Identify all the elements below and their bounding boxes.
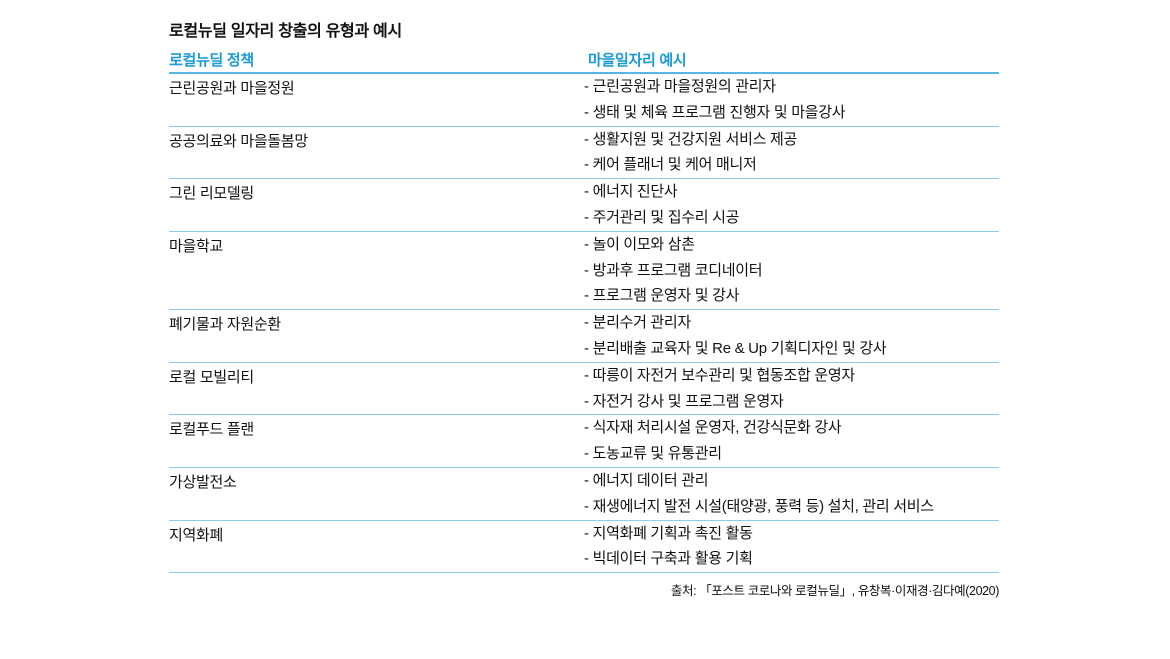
example-item: - 분리수거 관리자 <box>584 314 691 332</box>
example-item: - 도농교류 및 유통관리 <box>584 445 722 463</box>
example-item: - 주거관리 및 집수리 시공 <box>584 208 740 226</box>
examples-cell: - 따릉이 자전거 보수관리 및 협동조합 운영자 - 자전거 강사 및 프로그램… <box>584 363 999 415</box>
source-note: 출처: 「포스트 코로나와 로컬뉴딜」, 유창복·이재경·김다예(2020) <box>670 584 1000 598</box>
table-row: 공공의료와 마을돌봄망 - 생활지원 및 건강지원 서비스 제공 - 케어 플래너 … <box>169 127 999 180</box>
example-item: - 따릉이 자전거 보수관리 및 협동조합 운영자 <box>584 366 855 384</box>
example-item: - 방과후 프로그램 코디네이터 <box>584 261 763 279</box>
table-header: 로컬뉴딜 정책 마을일자리 예시 <box>169 46 999 74</box>
examples-cell: - 분리수거 관리자 - 분리배출 교육자 및 Re & Up 기획디자인 및 강… <box>584 310 999 362</box>
table-row: 마을학교 - 놀이 이모와 삼촌 - 방과후 프로그램 코디네이터 - 프로그램 운영… <box>169 232 999 311</box>
example-item: - 프로그램 운영자 및 강사 <box>584 287 740 305</box>
example-item: - 에너지 데이터 관리 <box>584 471 709 489</box>
example-item: - 자전거 강사 및 프로그램 운영자 <box>584 392 784 410</box>
table-row: 로컬 모빌리티 - 따릉이 자전거 보수관리 및 협동조합 운영자 - 자전거 강사… <box>169 363 999 416</box>
table-row: 가상발전소 - 에너지 데이터 관리 - 재생에너지 발전 시설(태양광, 풍력 등… <box>169 468 999 521</box>
policy-cell: 마을학교 <box>169 237 224 255</box>
table-title: 로컬뉴딜 일자리 창출의 유형과 예시 <box>169 23 402 40</box>
header-examples: 마을일자리 예시 <box>588 52 687 69</box>
table-row: 지역화폐 - 지역화폐 기획과 촉진 활동 - 빅데이터 구축과 활용 기획 <box>169 521 999 574</box>
policy-cell: 그린 리모델링 <box>169 185 254 203</box>
examples-cell: - 생활지원 및 건강지원 서비스 제공 - 케어 플래너 및 케어 매니저 <box>584 127 999 179</box>
policy-cell: 지역화폐 <box>169 526 224 544</box>
example-item: - 빅데이터 구축과 활용 기획 <box>584 550 753 568</box>
policy-cell: 로컬푸드 플랜 <box>169 421 254 439</box>
examples-cell: - 식자재 처리시설 운영자, 건강식문화 강사 - 도농교류 및 유통관리 <box>584 415 999 467</box>
examples-cell: - 놀이 이모와 삼촌 - 방과후 프로그램 코디네이터 - 프로그램 운영자 및 … <box>584 232 999 309</box>
example-item: - 생태 및 체육 프로그램 진행자 및 마을강사 <box>584 103 846 121</box>
examples-cell: - 에너지 데이터 관리 - 재생에너지 발전 시설(태양광, 풍력 등) 설치,… <box>584 468 999 520</box>
job-types-table: 로컬뉴딜 정책 마을일자리 예시 근린공원과 마을정원 - 근린공원과 마을정원의… <box>169 46 999 574</box>
policy-cell: 근린공원과 마을정원 <box>169 80 295 97</box>
example-item: - 재생에너지 발전 시설(태양광, 풍력 등) 설치, 관리 서비스 <box>584 497 934 515</box>
policy-cell: 로컬 모빌리티 <box>169 368 254 386</box>
examples-cell: - 근린공원과 마을정원의 관리자 - 생태 및 체육 프로그램 진행자 및 마을… <box>584 74 999 126</box>
example-item: - 근린공원과 마을정원의 관리자 <box>584 78 776 95</box>
example-item: - 생활지원 및 건강지원 서비스 제공 <box>584 130 798 148</box>
example-item: - 케어 플래너 및 케어 매니저 <box>584 156 757 174</box>
header-policy: 로컬뉴딜 정책 <box>169 52 254 69</box>
example-item: - 분리배출 교육자 및 Re & Up 기획디자인 및 강사 <box>584 339 887 357</box>
example-item: - 식자재 처리시설 운영자, 건강식문화 강사 <box>584 419 842 437</box>
examples-cell: - 에너지 진단사 - 주거관리 및 집수리 시공 <box>584 179 999 231</box>
table-row: 폐기물과 자원순환 - 분리수거 관리자 - 분리배출 교육자 및 Re & Up … <box>169 310 999 363</box>
policy-cell: 공공의료와 마을돌봄망 <box>169 132 308 150</box>
table-row: 로컬푸드 플랜 - 식자재 처리시설 운영자, 건강식문화 강사 - 도농교류 및 … <box>169 415 999 468</box>
example-item: - 지역화폐 기획과 촉진 활동 <box>584 524 753 542</box>
example-item: - 놀이 이모와 삼촌 <box>584 235 695 253</box>
example-item: - 에너지 진단사 <box>584 183 678 201</box>
policy-cell: 폐기물과 자원순환 <box>169 316 281 334</box>
table-row: 그린 리모델링 - 에너지 진단사 - 주거관리 및 집수리 시공 <box>169 179 999 232</box>
policy-cell: 가상발전소 <box>169 473 237 491</box>
examples-cell: - 지역화폐 기획과 촉진 활동 - 빅데이터 구축과 활용 기획 <box>584 521 999 573</box>
table-row: 근린공원과 마을정원 - 근린공원과 마을정원의 관리자 - 생태 및 체육 프로그… <box>169 74 999 127</box>
